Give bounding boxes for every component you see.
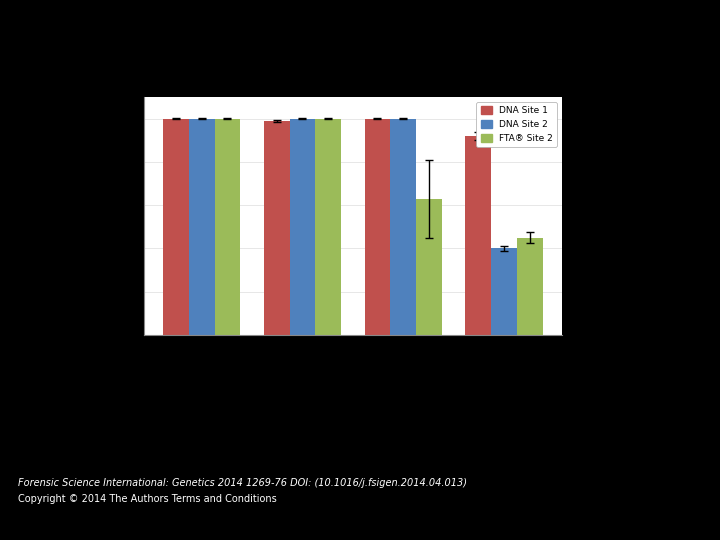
Text: Site 1: DNA n=4, Site 2: DNA n=2, FTA® n=3): Site 1: DNA n=4, Site 2: DNA n=2, FTA® n… xyxy=(112,379,288,388)
Bar xyxy=(189,119,215,335)
Y-axis label: % Alleles Called: % Alleles Called xyxy=(80,177,90,255)
Legend: DNA Site 1, DNA Site 2, FTA® Site 2: DNA Site 1, DNA Site 2, FTA® Site 2 xyxy=(476,102,557,147)
Text: Forensic Science International: Genetics 2014 1269-76 DOI: (10.1016/j.fsigen.201: Forensic Science International: Genetics… xyxy=(18,478,467,488)
Bar xyxy=(517,238,543,335)
Bar xyxy=(491,248,517,335)
Bar xyxy=(416,199,442,335)
Bar xyxy=(215,119,240,335)
Bar xyxy=(289,119,315,335)
Bar xyxy=(264,121,289,335)
Text: Samples were detected using Applied Biosystems® 3130xl Genetic Analyzers with a : Samples were detected using Applied Bios… xyxy=(112,363,656,373)
Bar xyxy=(364,119,390,335)
Text: Copyright © 2014 The Authors Terms and Conditions: Copyright © 2014 The Authors Terms and C… xyxy=(18,494,276,504)
Text: Percent alleles called across multiple concentrations of lambda and using 500pg : Percent alleles called across multiple c… xyxy=(180,348,678,357)
Bar xyxy=(465,136,491,335)
Bar xyxy=(163,119,189,335)
Bar xyxy=(390,119,416,335)
Text: Supplementary Figure 2.: Supplementary Figure 2. xyxy=(112,348,219,357)
Bar xyxy=(315,119,341,335)
